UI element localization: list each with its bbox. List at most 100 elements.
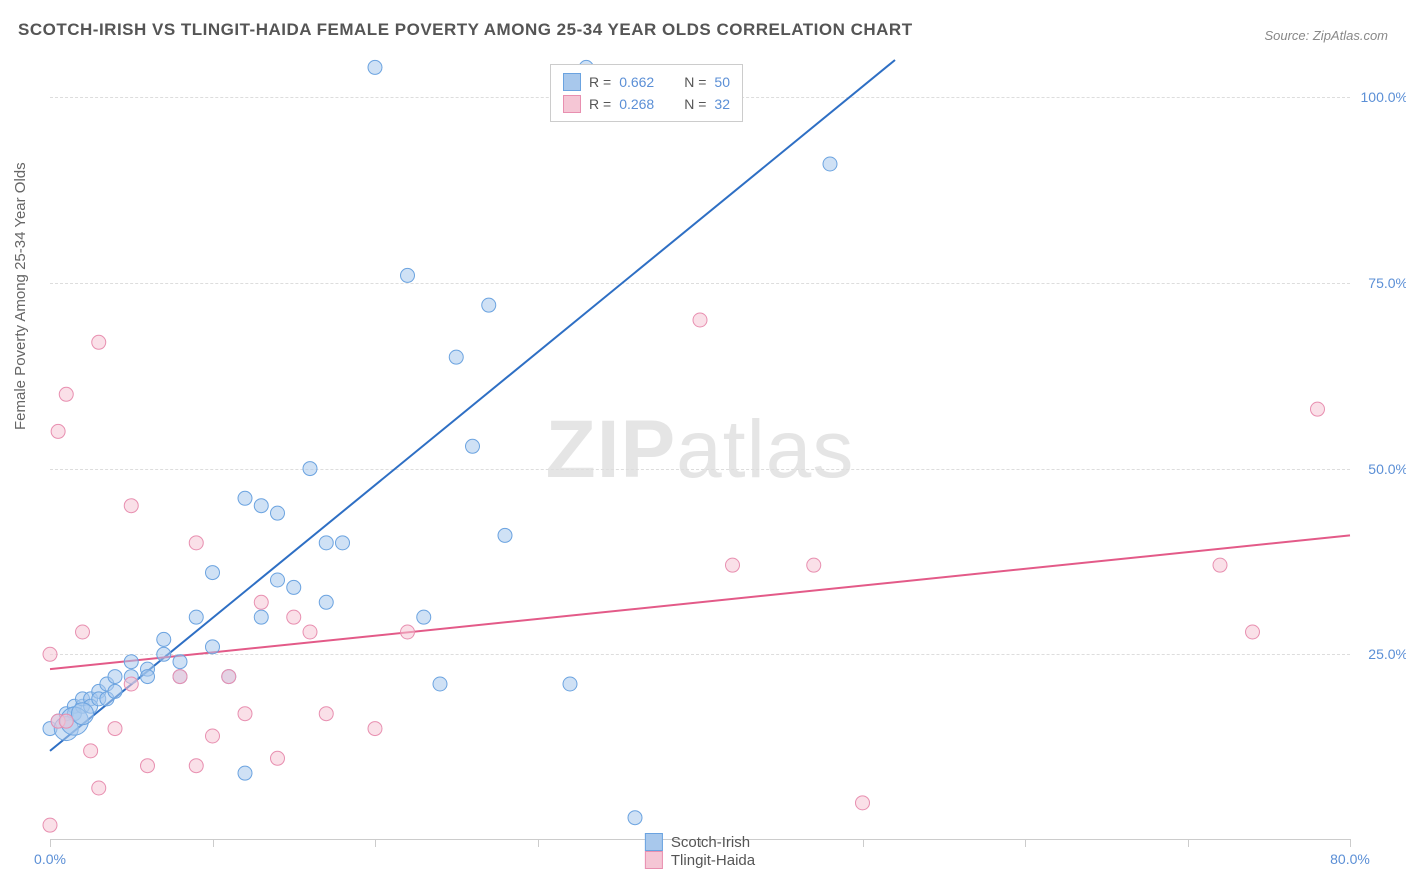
n-label: N =	[684, 74, 706, 90]
data-point	[141, 759, 155, 773]
data-point	[254, 499, 268, 513]
legend-swatch	[563, 73, 581, 91]
x-tick	[375, 839, 376, 847]
data-point	[59, 387, 73, 401]
x-tick	[538, 839, 539, 847]
data-point	[1213, 558, 1227, 572]
n-value: 50	[714, 74, 730, 90]
data-point	[141, 670, 155, 684]
series-legend-item: Scotch-Irish	[645, 833, 755, 851]
data-point	[173, 670, 187, 684]
data-point	[189, 536, 203, 550]
regression-line	[50, 60, 895, 751]
data-point	[206, 729, 220, 743]
data-point	[319, 536, 333, 550]
data-point	[271, 751, 285, 765]
x-tick	[1188, 839, 1189, 847]
data-point	[368, 60, 382, 74]
x-tick	[50, 839, 51, 847]
data-point	[254, 595, 268, 609]
data-point	[856, 796, 870, 810]
x-tick	[1025, 839, 1026, 847]
data-point	[271, 573, 285, 587]
y-tick-label: 50.0%	[1368, 461, 1406, 477]
y-tick-label: 100.0%	[1361, 89, 1406, 105]
data-point	[238, 707, 252, 721]
y-tick-label: 75.0%	[1368, 275, 1406, 291]
series-legend-item: Tlingit-Haida	[645, 851, 755, 869]
x-tick	[863, 839, 864, 847]
data-point	[368, 722, 382, 736]
data-point	[51, 424, 65, 438]
correlation-legend: R = 0.662 N = 50 R = 0.268 N = 32	[550, 64, 743, 122]
regression-line	[50, 535, 1350, 669]
x-tick	[213, 839, 214, 847]
data-point	[726, 558, 740, 572]
data-point	[303, 625, 317, 639]
source-attribution: Source: ZipAtlas.com	[1264, 28, 1388, 43]
x-tick-label: 80.0%	[1330, 851, 1370, 867]
data-point	[124, 499, 138, 513]
series-legend: Scotch-IrishTlingit-Haida	[645, 833, 755, 869]
data-point	[693, 313, 707, 327]
data-point	[449, 350, 463, 364]
data-point	[189, 759, 203, 773]
data-point	[563, 677, 577, 691]
chart-title: SCOTCH-IRISH VS TLINGIT-HAIDA FEMALE POV…	[18, 20, 913, 40]
legend-swatch	[563, 95, 581, 113]
data-point	[498, 528, 512, 542]
data-point	[108, 670, 122, 684]
data-point	[238, 766, 252, 780]
data-point	[92, 781, 106, 795]
x-tick-label: 0.0%	[34, 851, 66, 867]
data-point	[319, 595, 333, 609]
data-point	[303, 462, 317, 476]
data-point	[401, 625, 415, 639]
x-tick	[1350, 839, 1351, 847]
scatter-svg	[50, 60, 1350, 839]
legend-row: R = 0.268 N = 32	[563, 93, 730, 115]
y-axis-label: Female Poverty Among 25-34 Year Olds	[12, 162, 29, 430]
legend-row: R = 0.662 N = 50	[563, 71, 730, 93]
data-point	[238, 491, 252, 505]
data-point	[43, 818, 57, 832]
data-point	[628, 811, 642, 825]
data-point	[417, 610, 431, 624]
series-label: Tlingit-Haida	[671, 852, 755, 869]
data-point	[189, 610, 203, 624]
data-point	[206, 566, 220, 580]
data-point	[76, 625, 90, 639]
data-point	[254, 610, 268, 624]
data-point	[287, 580, 301, 594]
data-point	[482, 298, 496, 312]
series-label: Scotch-Irish	[671, 834, 750, 851]
n-label: N =	[684, 96, 706, 112]
data-point	[108, 722, 122, 736]
data-point	[124, 677, 138, 691]
data-point	[173, 655, 187, 669]
legend-swatch	[645, 851, 663, 869]
data-point	[157, 647, 171, 661]
data-point	[466, 439, 480, 453]
data-point	[72, 703, 94, 725]
data-point	[157, 632, 171, 646]
data-point	[108, 684, 122, 698]
data-point	[84, 744, 98, 758]
legend-swatch	[645, 833, 663, 851]
y-tick-label: 25.0%	[1368, 646, 1406, 662]
plot-area: ZIPatlas 25.0%50.0%75.0%100.0% 0.0%80.0%…	[50, 60, 1350, 840]
r-label: R =	[589, 96, 611, 112]
data-point	[1246, 625, 1260, 639]
chart-container: SCOTCH-IRISH VS TLINGIT-HAIDA FEMALE POV…	[0, 0, 1406, 892]
data-point	[124, 655, 138, 669]
data-point	[222, 670, 236, 684]
data-point	[287, 610, 301, 624]
data-point	[1311, 402, 1325, 416]
n-value: 32	[714, 96, 730, 112]
r-value: 0.268	[619, 96, 654, 112]
data-point	[271, 506, 285, 520]
data-point	[59, 714, 73, 728]
data-point	[206, 640, 220, 654]
r-label: R =	[589, 74, 611, 90]
r-value: 0.662	[619, 74, 654, 90]
